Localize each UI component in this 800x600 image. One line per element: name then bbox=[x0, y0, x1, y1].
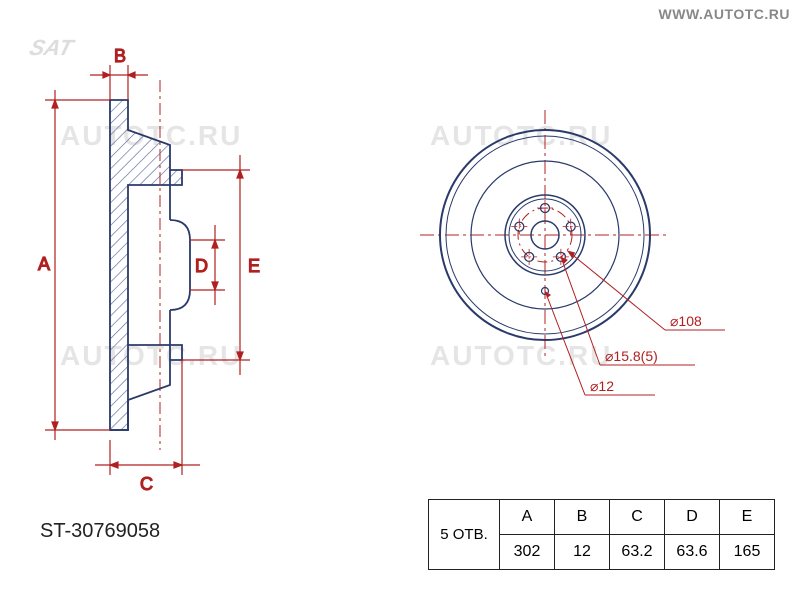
col-E: E bbox=[720, 500, 775, 535]
svg-text:⌀108: ⌀108 bbox=[670, 313, 702, 329]
val-C: 63.2 bbox=[610, 535, 665, 570]
part-number: ST-30769058 bbox=[40, 520, 160, 543]
val-D: 63.6 bbox=[665, 535, 720, 570]
col-C: C bbox=[610, 500, 665, 535]
site-url: WWW.AUTOTC.RU bbox=[659, 6, 790, 22]
dim-label-A: A bbox=[38, 254, 50, 274]
svg-text:⌀15.8(5): ⌀15.8(5) bbox=[605, 348, 658, 364]
dimension-table: 5 OTB. A B C D E 302 12 63.2 63.6 165 bbox=[428, 499, 775, 570]
dim-label-C: C bbox=[140, 474, 153, 494]
col-B: B bbox=[555, 500, 610, 535]
col-A: A bbox=[500, 500, 555, 535]
front-view: ⌀108 ⌀15.8(5) ⌀12 bbox=[330, 25, 760, 455]
cross-section-view: B A C D E bbox=[10, 20, 310, 500]
svg-text:⌀12: ⌀12 bbox=[590, 378, 614, 394]
col-D: D bbox=[665, 500, 720, 535]
val-A: 302 bbox=[500, 535, 555, 570]
dim-label-B: B bbox=[114, 46, 126, 66]
brand-logo: SAT bbox=[27, 35, 76, 61]
hole-count-label: 5 OTB. bbox=[429, 500, 500, 570]
val-E: 165 bbox=[720, 535, 775, 570]
val-B: 12 bbox=[555, 535, 610, 570]
dim-label-E: E bbox=[248, 256, 260, 276]
dim-label-D: D bbox=[195, 256, 208, 276]
